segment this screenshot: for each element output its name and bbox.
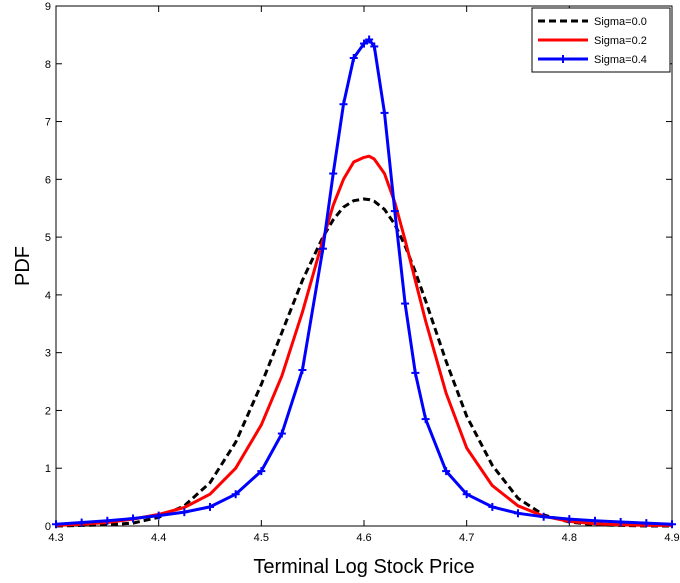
x-tick-label: 4.7 [459, 532, 474, 544]
data-point-marker [488, 502, 497, 511]
x-tick-label: 4.5 [254, 532, 269, 544]
y-tick-label: 8 [45, 59, 51, 71]
data-point-marker [360, 39, 368, 48]
data-point-marker [514, 509, 522, 518]
y-tick-label: 6 [45, 174, 51, 186]
data-point-marker [411, 368, 420, 377]
y-tick-label: 2 [45, 405, 51, 417]
x-tick-label: 4.8 [562, 532, 577, 544]
data-point-marker [206, 502, 214, 511]
data-point-marker [129, 514, 137, 523]
data-point-marker [257, 467, 266, 476]
legend-label: Sigma=0.2 [594, 35, 647, 47]
y-tick-label: 9 [45, 1, 51, 13]
data-point-marker [52, 520, 60, 529]
y-tick-label: 5 [45, 232, 51, 244]
data-point-marker [339, 100, 348, 109]
legend-item: Sigma=0.4 [538, 54, 647, 66]
data-point-marker [318, 244, 327, 253]
y-tick-label: 0 [45, 521, 51, 533]
data-point-marker [103, 516, 112, 525]
data-point-marker [365, 35, 374, 44]
y-tick-label: 4 [45, 290, 51, 302]
x-tick-label: 4.3 [48, 532, 63, 544]
data-point-marker [370, 42, 379, 51]
data-point-marker [329, 169, 338, 178]
y-tick-label: 1 [45, 463, 51, 475]
x-axis-label: Terminal Log Stock Price [253, 556, 474, 578]
y-tick-label: 3 [45, 348, 51, 360]
data-point-marker [642, 519, 651, 528]
x-tick-label: 4.6 [356, 532, 371, 544]
legend-label: Sigma=0.0 [594, 16, 647, 28]
data-point-marker [298, 366, 307, 374]
data-point-marker [668, 520, 676, 529]
legend-item: Sigma=0.2 [538, 35, 647, 47]
data-point-marker [539, 512, 548, 521]
series-line-sigma-0-0 [55, 197, 672, 528]
y-axis-label: PDF [12, 246, 34, 286]
data-point-marker [565, 515, 574, 524]
x-tick-label: 4.9 [664, 532, 679, 544]
data-point-marker [380, 108, 389, 117]
plot-area [55, 5, 673, 527]
data-point-marker [154, 511, 163, 520]
legend-label: Sigma=0.4 [594, 54, 647, 66]
y-tick-label: 7 [45, 117, 51, 129]
data-point-marker [390, 207, 399, 216]
legend-item: Sigma=0.0 [538, 16, 647, 28]
data-point-marker [77, 518, 86, 527]
data-point-marker [401, 299, 410, 308]
data-point-marker [616, 517, 625, 526]
legend: Sigma=0.0 Sigma=0.2 Sigma=0.4 [531, 7, 671, 73]
data-point-marker [277, 429, 286, 438]
x-tick-label: 4.4 [151, 532, 166, 544]
data-point-marker [421, 415, 430, 424]
data-point-marker [462, 490, 471, 499]
data-point-marker [231, 490, 240, 499]
series-layer [52, 35, 676, 529]
data-point-marker [591, 516, 599, 525]
data-point-marker [349, 54, 358, 62]
data-point-marker [442, 467, 451, 476]
series-line-sigma-0-2 [55, 154, 672, 527]
data-point-marker [180, 508, 189, 517]
